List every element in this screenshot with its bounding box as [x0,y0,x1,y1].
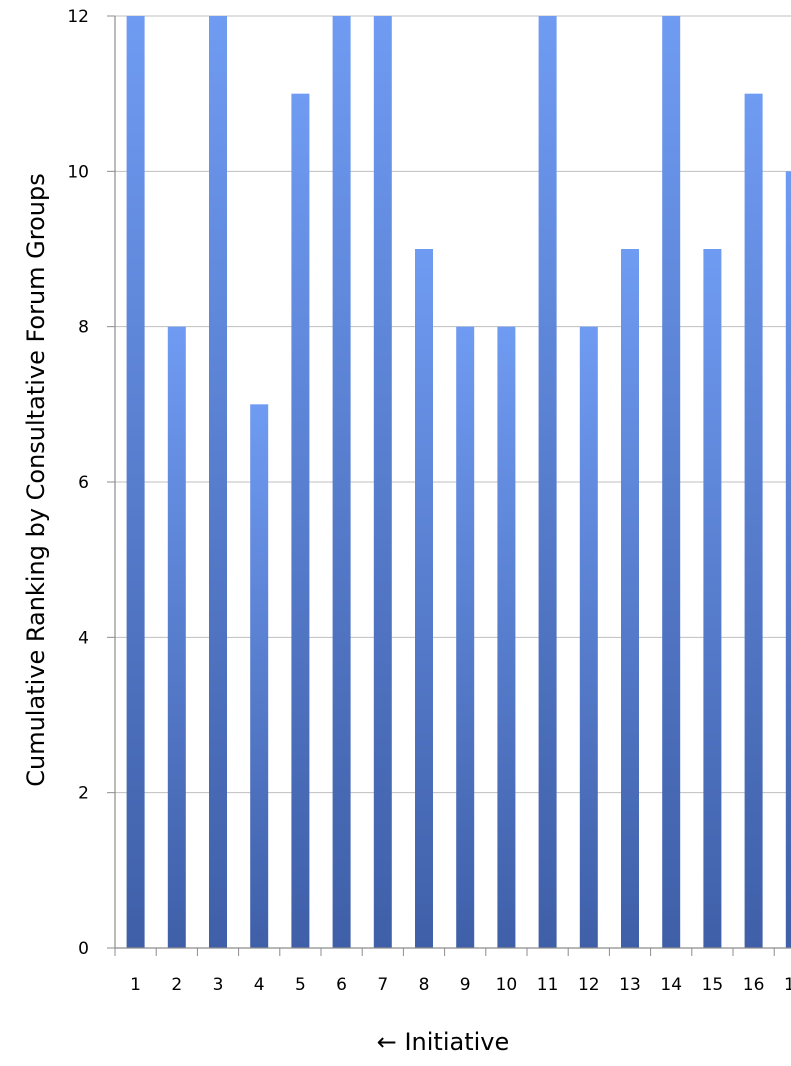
x-tick-label: 2 [171,975,182,995]
x-tick-label: 6 [336,975,347,995]
bar [332,16,351,948]
x-tick-label: 11 [537,975,559,995]
bar [744,93,763,948]
y-tick-label: 2 [78,784,89,804]
bar [497,326,516,949]
bar [579,326,598,949]
y-tick-label: 0 [78,939,89,959]
x-tick-labels: 1234567891011121314151617 [114,948,791,995]
x-tick-label: 5 [295,975,306,995]
bar [785,171,791,949]
bar [250,404,269,948]
bars [126,16,791,949]
x-tick-label: 13 [619,975,641,995]
y-tick-label: 6 [78,473,89,493]
y-axis-title: Cumulative Ranking by Consultative Forum… [22,173,50,787]
bar [209,16,227,948]
y-tick-label: 10 [67,162,89,182]
y-tick-label: 12 [67,7,89,27]
bar [538,16,557,948]
y-tick-label: 4 [78,628,89,648]
bar [291,93,310,948]
bar [126,16,145,948]
bar [167,326,186,949]
x-tick-label: 10 [496,975,518,995]
x-tick-label: 14 [660,975,682,995]
bar [415,249,433,948]
y-tick-labels: 0 2 4 6 8 10 12 [67,7,115,959]
bar [456,326,475,949]
x-tick-label: 1 [130,975,141,995]
x-tick-label: 3 [213,975,224,995]
x-tick-label: 12 [578,975,600,995]
x-tick-label: 7 [377,975,388,995]
bar [373,16,392,948]
x-tick-label: 17 [784,975,791,995]
x-axis-title: ← Initiative [377,1028,510,1056]
bar [662,16,681,948]
x-tick-label: 9 [460,975,471,995]
bar [621,249,639,948]
x-tick-label: 15 [702,975,724,995]
bar [703,249,722,948]
x-tick-label: 16 [743,975,765,995]
x-tick-label: 8 [419,975,430,995]
x-tick-label: 4 [254,975,265,995]
y-tick-label: 8 [78,318,89,338]
